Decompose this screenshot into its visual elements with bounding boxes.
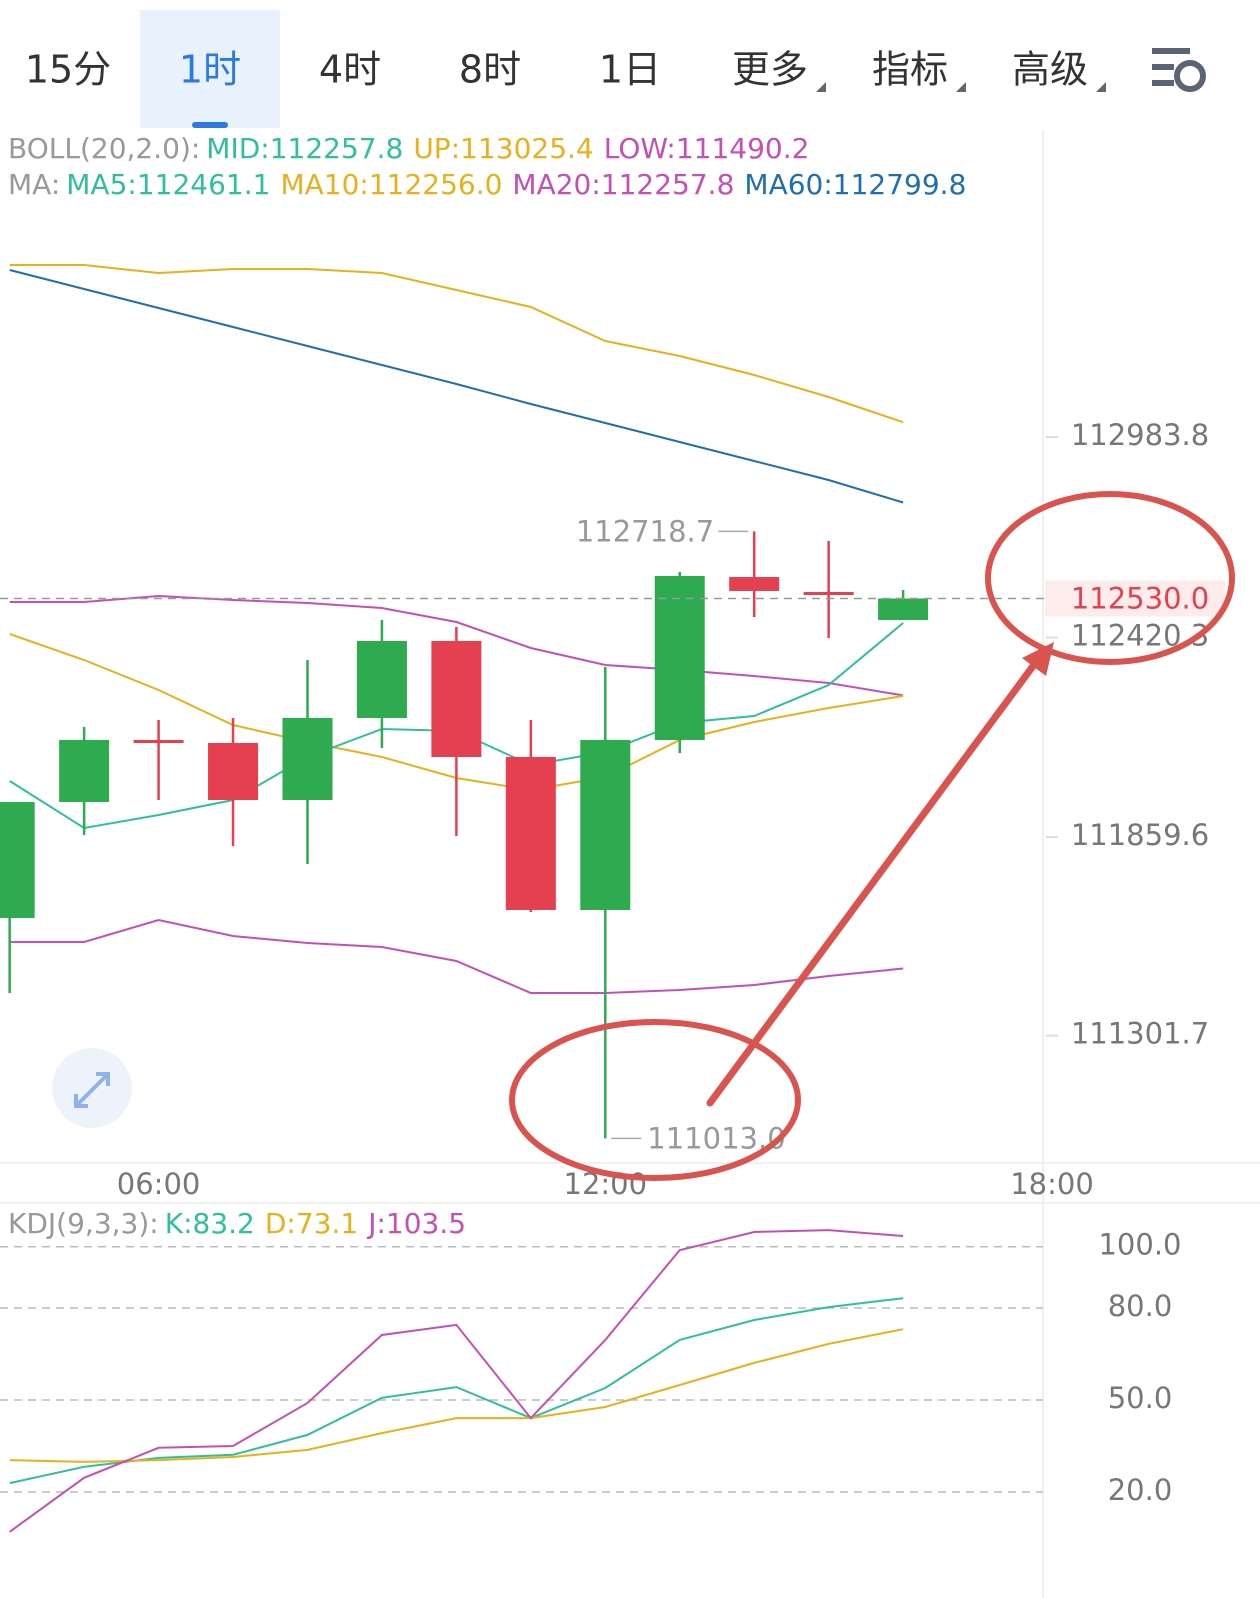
series-line xyxy=(9,594,904,697)
legend-item: K:83.2 xyxy=(165,1207,255,1240)
x-tick-label: 06:00 xyxy=(117,1167,201,1201)
series-line xyxy=(9,1229,904,1533)
legend-item: MA60:112799.8 xyxy=(744,168,966,201)
series-line xyxy=(9,269,904,504)
tab-label: 高级 xyxy=(1012,48,1088,92)
candle-body xyxy=(729,576,780,591)
icon-bar xyxy=(1152,80,1174,86)
candle xyxy=(208,717,259,846)
legend-item: MA20:112257.8 xyxy=(512,168,734,201)
tab-indicator xyxy=(192,122,228,128)
candle xyxy=(654,572,705,754)
candle xyxy=(505,719,556,912)
charts: 15分 1时 4时 8时 1日 更多 指标 高级 BOLL(20,2.0): MID:112257… xyxy=(0,10,1230,1533)
candle xyxy=(729,531,780,617)
legend-item: MA10:112256.0 xyxy=(280,168,502,201)
candle-body xyxy=(580,739,631,910)
legend-item: J:103.5 xyxy=(366,1207,466,1240)
expand-arrows xyxy=(74,1072,110,1108)
tab[interactable]: 指标 xyxy=(872,48,966,93)
series-line xyxy=(9,1328,904,1463)
y-tick-label: 80.0 xyxy=(1108,1289,1173,1323)
series-line xyxy=(9,918,904,994)
tab[interactable]: 8时 xyxy=(459,48,521,92)
tab[interactable]: 高级 xyxy=(1012,48,1106,93)
candle-body xyxy=(431,640,482,757)
tab-label: 15分 xyxy=(25,48,111,92)
tab-label: 8时 xyxy=(459,48,521,92)
candle-body xyxy=(803,591,854,596)
settings-icon[interactable] xyxy=(1152,48,1206,92)
tab[interactable]: 更多 xyxy=(732,48,826,93)
candle xyxy=(356,619,407,748)
icon-gear xyxy=(1174,60,1206,92)
tab-label: 指标 xyxy=(872,48,948,92)
y-tick-label: 50.0 xyxy=(1108,1381,1173,1415)
legend: MA: MA5:112461.1 MA10:112256.0 MA20:112257.… xyxy=(8,168,966,201)
legend-item: UP:113025.4 xyxy=(413,132,593,165)
y-tick-label: 112420.3 xyxy=(1071,619,1209,653)
series-line xyxy=(9,264,904,424)
x-tick-label: 18:00 xyxy=(1010,1167,1094,1201)
dropdown-mark xyxy=(816,82,826,92)
tab-label: 更多 xyxy=(732,48,808,92)
y-tick-label: 100.0 xyxy=(1098,1228,1181,1262)
y-tick-label: 111859.6 xyxy=(1071,818,1209,852)
candle-body xyxy=(654,576,705,740)
y-tick-label: 111301.7 xyxy=(1071,1017,1209,1051)
dropdown-mark xyxy=(1096,82,1106,92)
candle-body xyxy=(505,756,556,910)
last-price-label: 112530.0 xyxy=(1071,581,1209,615)
candle xyxy=(580,666,631,1139)
legend-label: KDJ(9,3,3): xyxy=(8,1207,159,1240)
legend-item: MID:112257.8 xyxy=(206,132,403,165)
tab-active-bg xyxy=(140,10,280,128)
legend-label: BOLL(20,2.0): xyxy=(8,132,200,165)
arrow-head xyxy=(1022,642,1054,676)
candle-body xyxy=(0,801,35,918)
last-price-bg xyxy=(1045,580,1225,617)
candle xyxy=(0,801,35,994)
candle-body xyxy=(282,717,333,800)
series-line xyxy=(9,1297,904,1485)
candle-body xyxy=(133,739,184,743)
candle xyxy=(431,626,482,836)
tab[interactable]: 15分 xyxy=(25,48,111,92)
legend: BOLL(20,2.0): MID:112257.8 UP:113025.4 LOW:… xyxy=(8,132,809,165)
candle xyxy=(282,659,333,865)
red-circle xyxy=(985,491,1235,665)
candle-body xyxy=(59,739,110,802)
legend-item: LOW:111490.2 xyxy=(604,132,810,165)
icon-bar xyxy=(1152,64,1174,70)
candle xyxy=(878,589,929,620)
tab-label: 1时 xyxy=(179,48,241,92)
tab[interactable]: 4时 xyxy=(319,48,381,92)
tab[interactable]: 1时 xyxy=(140,10,280,128)
candle xyxy=(59,726,110,836)
legend: KDJ(9,3,3): K:83.2 D:73.1 J:103.5 xyxy=(8,1207,466,1240)
y-tick-label: 112983.8 xyxy=(1071,418,1209,452)
tab-label: 1日 xyxy=(599,48,661,92)
red-arrow xyxy=(706,658,1040,1107)
icon-bar xyxy=(1152,48,1190,54)
candle-body xyxy=(878,598,929,620)
legend-item: MA5:112461.1 xyxy=(66,168,270,201)
annotation-label: 112718.7 xyxy=(576,514,714,548)
legend-label: MA: xyxy=(8,168,60,201)
expand-button[interactable] xyxy=(52,1048,132,1128)
candle xyxy=(133,719,184,800)
candle xyxy=(803,540,854,638)
tab-label: 4时 xyxy=(319,48,381,92)
candle-body xyxy=(208,743,259,800)
legend-item: D:73.1 xyxy=(265,1207,358,1240)
tab[interactable]: 1日 xyxy=(599,48,661,92)
candle-body xyxy=(356,640,407,718)
annotations-drawn xyxy=(509,491,1235,1181)
y-tick-label: 20.0 xyxy=(1108,1473,1173,1507)
dropdown-mark xyxy=(956,82,966,92)
red-circle xyxy=(509,1019,801,1181)
